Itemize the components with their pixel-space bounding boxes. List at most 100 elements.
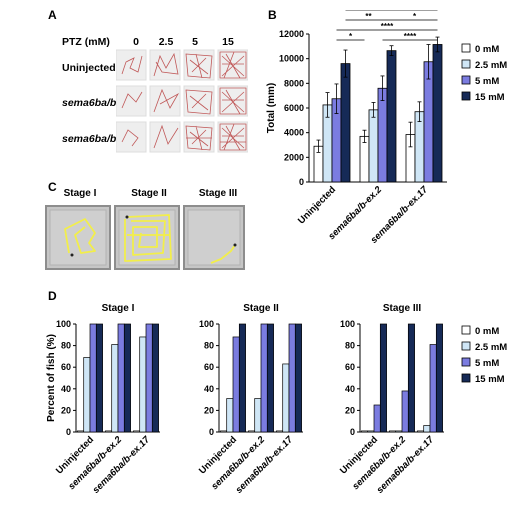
panel-label-c: C <box>48 180 57 194</box>
b-bar-uninjected-15-mm <box>340 63 351 183</box>
d-ytick-label-2-100: 100 <box>340 319 355 329</box>
d-legend-label-0-mm: 0 mM <box>475 326 499 337</box>
d-bar-2-uninjected-2-5-mm <box>367 430 375 433</box>
ptz-col-5: 5 <box>192 36 198 48</box>
row-label-uninjected: Uninjected <box>62 62 116 74</box>
d-bar-2-uninjected-0-mm <box>361 430 369 433</box>
b-bar-sema6ba-b-ex-17-5-mm <box>423 61 434 183</box>
d-bar-2-uninjected-5-mm <box>373 404 381 433</box>
b-ytick-label-12000: 12000 <box>279 29 304 39</box>
b-sig-label-3: **** <box>381 22 394 31</box>
d-legend-label-5-mm: 5 mM <box>475 358 499 369</box>
d-ytick-label-1-0: 0 <box>209 427 214 437</box>
b-ytick-label-8000: 8000 <box>284 78 304 88</box>
panel-c-tracking <box>45 205 245 270</box>
d-bar-1-sema6ba-b-ex-2-15-mm <box>266 323 274 433</box>
d-bar-2-sema6ba-b-ex-2-2-5-mm <box>395 430 403 433</box>
d-bar-1-uninjected-15-mm <box>238 323 246 433</box>
ptz-col-15: 15 <box>222 36 234 48</box>
d-bar-0-sema6ba-b-ex-2-5-mm <box>117 323 125 433</box>
d-ytick-label-1-60: 60 <box>204 362 214 372</box>
stage-c-title-3: Stage III <box>198 188 238 199</box>
ptz-col-2.5: 2.5 <box>158 36 174 48</box>
d-bar-1-uninjected-2-5-mm <box>226 398 234 433</box>
d-bar-1-sema6ba-b-ex-2-0-mm <box>248 430 256 433</box>
b-bar-sema6ba-b-ex-17-2-5-mm <box>414 111 425 183</box>
b-legend-swatch-15-mm <box>461 91 471 101</box>
d-ytick-label-0-20: 20 <box>61 405 71 415</box>
panel-label-a: A <box>48 8 57 22</box>
panel-c-fish <box>70 215 237 257</box>
d-bar-0-uninjected-5-mm <box>89 323 97 433</box>
b-legend-label-15-mm: 15 mM <box>475 92 505 103</box>
d-legend-label-2-5-mm: 2.5 mM <box>475 342 507 353</box>
d-legend-swatch-15-mm <box>461 373 471 383</box>
chart-d: Percent of fish (%)Stage I020406080100Un… <box>46 303 507 496</box>
d-ytick-label-2-0: 0 <box>350 427 355 437</box>
b-bar-sema6ba-b-ex-17-15-mm <box>432 44 443 183</box>
panel-label-d: D <box>48 289 57 303</box>
d-ytick-label-2-80: 80 <box>345 341 355 351</box>
b-bar-sema6ba-b-ex-2-15-mm <box>386 50 397 183</box>
b-ytick-label-2000: 2000 <box>284 152 304 162</box>
d-bar-1-uninjected-0-mm <box>220 430 228 433</box>
d-bar-1-uninjected-5-mm <box>232 336 240 433</box>
b-bar-sema6ba-b-ex-2-0-mm <box>359 135 370 183</box>
b-sig-label-4: * <box>349 32 353 41</box>
b-sig-label-0: **** <box>385 10 398 11</box>
d-ytick-label-2-40: 40 <box>345 384 355 394</box>
d-ytick-label-1-20: 20 <box>204 405 214 415</box>
b-xtick-label-uninjected: Uninjected <box>296 184 338 226</box>
d-legend-swatch-2-5-mm <box>461 341 471 351</box>
d-subplot-title-0: Stage I <box>102 303 135 314</box>
b-bar-sema6ba-b-ex-2-2-5-mm <box>368 109 379 183</box>
d-bar-1-sema6ba-b-ex-2-5-mm <box>260 323 268 433</box>
d-bar-0-sema6ba-b-ex-2-0-mm <box>105 430 113 433</box>
panel-c-tracks <box>64 214 236 264</box>
d-bar-2-uninjected-15-mm <box>379 323 387 433</box>
d-ytick-label-0-0: 0 <box>66 427 71 437</box>
b-legend-swatch-5-mm <box>461 75 471 85</box>
d-bar-1-sema6ba-b-ex-17-2-5-mm <box>282 363 290 433</box>
d-ytick-label-2-20: 20 <box>345 405 355 415</box>
d-bar-0-uninjected-15-mm <box>95 323 103 433</box>
panel-label-b: B <box>268 8 277 22</box>
b-ytick-label-0: 0 <box>299 177 304 187</box>
d-ytick-label-1-40: 40 <box>204 384 214 394</box>
d-bar-0-sema6ba-b-ex-17-5-mm <box>145 323 153 433</box>
d-subplot-title-1: Stage II <box>243 303 279 314</box>
d-bar-2-sema6ba-b-ex-17-5-mm <box>429 344 437 433</box>
d-ytick-label-0-100: 100 <box>56 319 71 329</box>
d-bar-0-sema6ba-b-ex-17-2-5-mm <box>139 336 147 433</box>
d-legend-swatch-5-mm <box>461 357 471 367</box>
d-bar-0-uninjected-2-5-mm <box>83 357 91 433</box>
b-ytick-label-4000: 4000 <box>284 128 304 138</box>
d-ytick-label-1-100: 100 <box>199 319 214 329</box>
b-ytick-label-6000: 6000 <box>284 103 304 113</box>
b-y-label: Total (mm) <box>266 83 277 133</box>
d-legend-swatch-0-mm <box>461 325 471 335</box>
d-ytick-label-0-80: 80 <box>61 341 71 351</box>
d-bar-0-sema6ba-b-ex-17-0-mm <box>133 430 141 433</box>
b-sig-label-2: * <box>413 12 417 21</box>
b-legend-label-5-mm: 5 mM <box>475 76 499 87</box>
b-ytick-label-10000: 10000 <box>279 54 304 64</box>
b-bar-sema6ba-b-ex-2-5-mm <box>377 87 388 183</box>
d-bar-2-sema6ba-b-ex-17-2-5-mm <box>423 425 431 433</box>
panel-a-tracking-grid <box>116 49 248 153</box>
d-bar-2-sema6ba-b-ex-2-5-mm <box>401 390 409 433</box>
d-bar-2-sema6ba-b-ex-2-15-mm <box>407 323 415 433</box>
d-ytick-label-1-80: 80 <box>204 341 214 351</box>
b-sig-label-1: ** <box>365 12 372 21</box>
d-ytick-label-0-40: 40 <box>61 384 71 394</box>
d-bar-1-sema6ba-b-ex-2-2-5-mm <box>254 398 262 433</box>
d-bar-1-sema6ba-b-ex-17-0-mm <box>276 430 284 433</box>
d-bar-2-sema6ba-b-ex-2-0-mm <box>389 430 397 433</box>
b-legend-label-2-5-mm: 2.5 mM <box>475 60 507 71</box>
stage-c-title-1: Stage I <box>63 188 97 199</box>
ptz-label: PTZ (mM) <box>62 36 110 48</box>
stage-c-title-2: Stage II <box>131 188 167 199</box>
ptz-col-0: 0 <box>133 36 139 48</box>
panel-a-tracks <box>121 51 247 151</box>
chart-b: 0 2000 4000 6000 8000 10000 12000 Total (mm) Uni… <box>266 10 507 246</box>
